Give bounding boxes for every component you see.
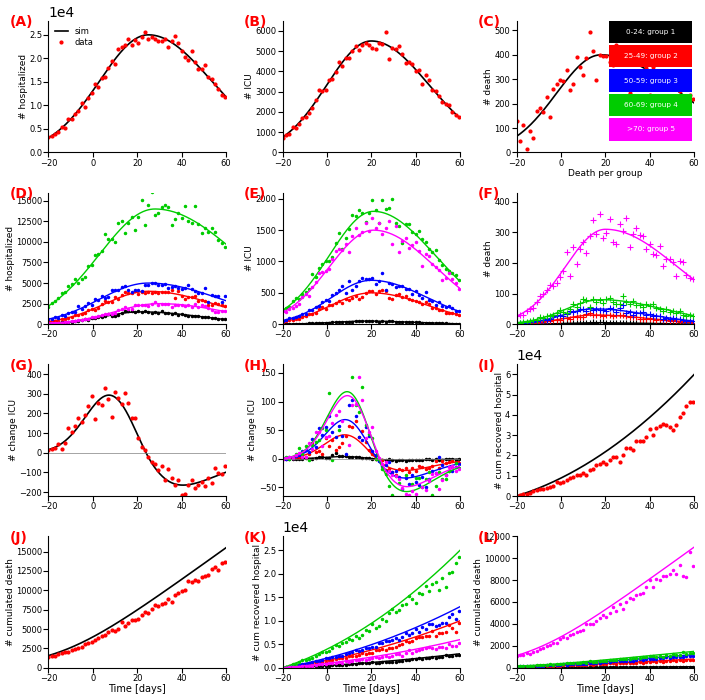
FancyBboxPatch shape <box>609 69 692 92</box>
Text: (A): (A) <box>9 15 33 29</box>
Y-axis label: # change ICU: # change ICU <box>9 399 18 461</box>
Text: (G): (G) <box>9 359 34 373</box>
Text: 25-49: group 2: 25-49: group 2 <box>624 53 678 60</box>
Y-axis label: # hospitalized: # hospitalized <box>18 54 27 119</box>
Text: 0-24: group 1: 0-24: group 1 <box>626 29 675 35</box>
Text: 50-59: group 3: 50-59: group 3 <box>624 78 678 83</box>
Y-axis label: # cumulated death: # cumulated death <box>6 558 15 646</box>
Text: (I): (I) <box>477 359 496 373</box>
Y-axis label: # change ICU: # change ICU <box>248 399 257 461</box>
Text: >70: group 5: >70: group 5 <box>627 126 675 132</box>
Text: 60-69: group 4: 60-69: group 4 <box>624 102 678 108</box>
X-axis label: Time [days]: Time [days] <box>343 685 400 694</box>
Text: (B): (B) <box>243 15 266 29</box>
Legend: sim, data: sim, data <box>53 25 96 50</box>
Y-axis label: # ICU: # ICU <box>245 74 254 99</box>
Text: (C): (C) <box>477 15 501 29</box>
Y-axis label: # death: # death <box>484 68 493 105</box>
Text: (E): (E) <box>243 188 266 202</box>
FancyBboxPatch shape <box>609 21 692 43</box>
Y-axis label: # death: # death <box>484 240 493 276</box>
Text: (D): (D) <box>9 188 34 202</box>
FancyBboxPatch shape <box>609 118 692 141</box>
Y-axis label: # ICU: # ICU <box>245 246 254 271</box>
Text: (L): (L) <box>477 531 499 545</box>
Text: (J): (J) <box>9 531 27 545</box>
FancyBboxPatch shape <box>609 94 692 116</box>
X-axis label: Death per group: Death per group <box>568 169 643 178</box>
Text: (K): (K) <box>243 531 267 545</box>
Text: (F): (F) <box>477 188 500 202</box>
Y-axis label: # cumulated death: # cumulated death <box>474 558 483 646</box>
Y-axis label: # hospitalized: # hospitalized <box>6 226 15 291</box>
FancyBboxPatch shape <box>609 45 692 67</box>
X-axis label: Time [days]: Time [days] <box>577 685 634 694</box>
Text: (H): (H) <box>243 359 268 373</box>
Y-axis label: # cum recovered hospital: # cum recovered hospital <box>253 543 262 661</box>
Y-axis label: # cum recovered hospital: # cum recovered hospital <box>495 372 503 489</box>
X-axis label: Time [days]: Time [days] <box>109 685 166 694</box>
